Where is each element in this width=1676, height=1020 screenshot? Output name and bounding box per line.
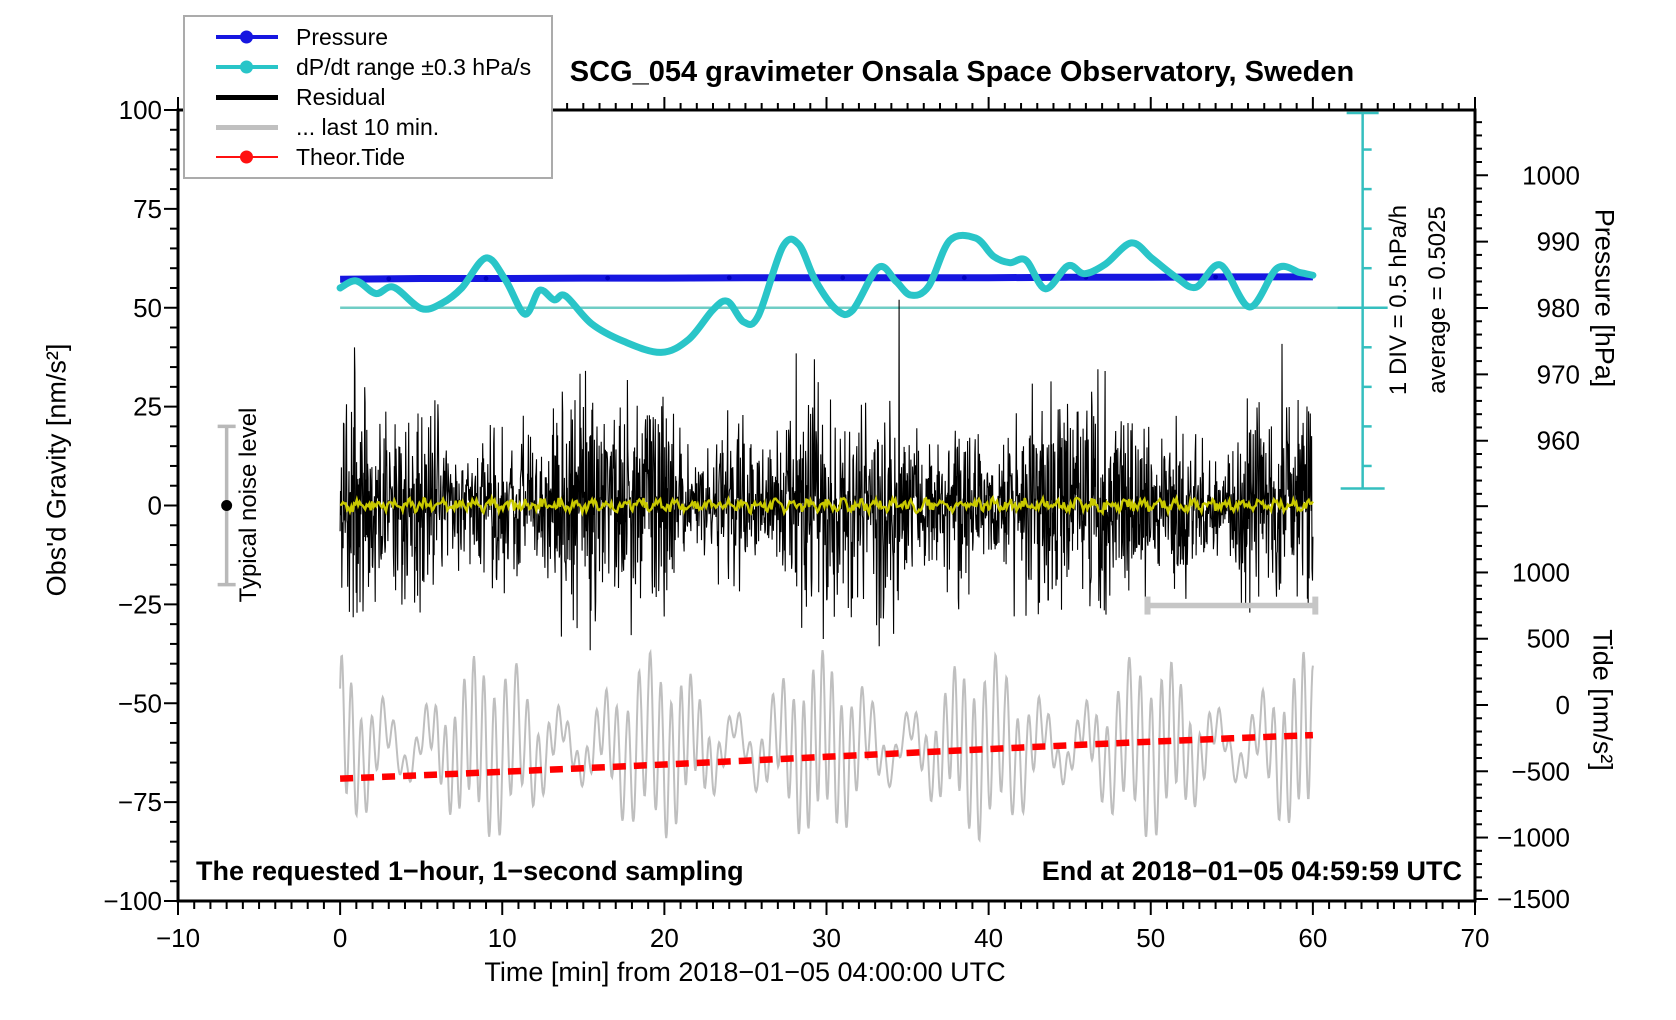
legend-dot-icon: [240, 150, 253, 164]
legend-label: Pressure: [296, 23, 389, 50]
pressure-data-dot: [1213, 274, 1218, 280]
svg-text:970: 970: [1537, 359, 1580, 389]
legend-row-2: Residual: [185, 82, 551, 112]
svg-text:75: 75: [133, 194, 162, 224]
noise-level-annotation: Typical noise level: [235, 407, 262, 603]
svg-text:−500: −500: [1511, 756, 1570, 786]
legend-label: Theor.Tide: [296, 143, 406, 170]
dpdt-series: [336, 231, 1317, 356]
average-annotation: average = 0.5025: [1424, 206, 1451, 394]
legend-line-icon: [216, 124, 278, 130]
svg-text:−100: −100: [103, 886, 162, 916]
svg-text:70: 70: [1461, 923, 1490, 953]
legend-box: Pressure dP/dt range ±0.3 hPa/s Residual..…: [183, 15, 553, 179]
svg-text:0: 0: [148, 491, 162, 521]
svg-text:−25: −25: [118, 589, 162, 619]
legend-label: ... last 10 min.: [296, 113, 440, 140]
svg-text:100: 100: [119, 95, 162, 125]
legend-line-icon: [216, 94, 278, 100]
x-axis-label: Time [min] from 2018−01−05 04:00:00 UTC: [484, 957, 1006, 987]
svg-text:−75: −75: [118, 787, 162, 817]
legend-sample-1: [216, 52, 278, 82]
y-left-axis-label: Obs'd Gravity [nm/s²]: [41, 343, 72, 597]
legend-label: dP/dt range ±0.3 hPa/s: [296, 53, 532, 80]
chart-title: SCG_054 gravimeter Onsala Space Observat…: [569, 56, 1355, 88]
pressure-data-dot: [605, 275, 611, 281]
legend-sample-2: [216, 82, 278, 112]
pressure-data-dot: [961, 275, 967, 281]
legend-sample-0: [216, 22, 278, 52]
svg-text:60: 60: [1298, 923, 1327, 953]
svg-text:1000: 1000: [1522, 160, 1580, 190]
legend-sample-4: [216, 142, 278, 172]
svg-text:990: 990: [1537, 227, 1580, 257]
tide-axis-label: Tide [nm/s²]: [1587, 629, 1618, 771]
legend-row-0: Pressure: [185, 22, 551, 52]
residual-series: [339, 299, 1314, 651]
div-scale-annotation: 1 DIV = 0.5 hPa/h: [1385, 204, 1412, 396]
dpdt-scale-ruler: [1337, 111, 1388, 490]
pressure-data-dot: [483, 276, 489, 281]
tick-labels: −10 0 10 20 30 40 50 60 701007550250−25−50−75−10…: [103, 95, 1580, 953]
legend-dot-icon: [240, 60, 253, 74]
legend-sample-3: [216, 112, 278, 142]
legend-label: Residual: [296, 83, 386, 110]
svg-text:960: 960: [1537, 426, 1580, 456]
svg-text:−50: −50: [118, 688, 162, 718]
svg-text:0: 0: [333, 923, 347, 953]
svg-text:980: 980: [1537, 293, 1580, 323]
svg-text:40: 40: [974, 923, 1003, 953]
pressure-data-dot: [840, 275, 846, 281]
svg-text:50: 50: [133, 293, 162, 323]
note-end-time: End at 2018−01−05 04:59:59 UTC: [1041, 856, 1462, 886]
pressure-data-dot: [726, 275, 732, 281]
last10min-series: [339, 648, 1314, 843]
note-sampling: The requested 1−hour, 1−second sampling: [196, 856, 744, 886]
legend-row-1: dP/dt range ±0.3 hPa/s: [185, 52, 551, 82]
pressure-axis-label: Pressure [hPa]: [1589, 208, 1620, 388]
svg-text:1000: 1000: [1512, 557, 1570, 587]
svg-text:20: 20: [650, 923, 679, 953]
svg-text:500: 500: [1527, 624, 1570, 654]
noise-level-errorbar: [217, 424, 236, 587]
legend-row-4: Theor.Tide: [185, 142, 551, 172]
svg-text:0: 0: [1556, 690, 1570, 720]
svg-text:10: 10: [488, 923, 517, 953]
pressure-data-dot: [386, 276, 392, 282]
noise-level-dot: [221, 500, 233, 511]
svg-text:−10: −10: [156, 923, 200, 953]
svg-text:−1000: −1000: [1497, 823, 1570, 853]
residual-mean-series: [339, 493, 1314, 518]
svg-text:−1500: −1500: [1497, 884, 1570, 914]
svg-text:25: 25: [133, 392, 162, 422]
theor-tide-series: [339, 731, 1314, 782]
legend-dot-icon: [240, 30, 253, 44]
svg-text:50: 50: [1136, 923, 1165, 953]
svg-text:30: 30: [812, 923, 841, 953]
legend-row-3: ... last 10 min.: [185, 112, 551, 142]
last10min-span-bar: [1144, 596, 1319, 615]
